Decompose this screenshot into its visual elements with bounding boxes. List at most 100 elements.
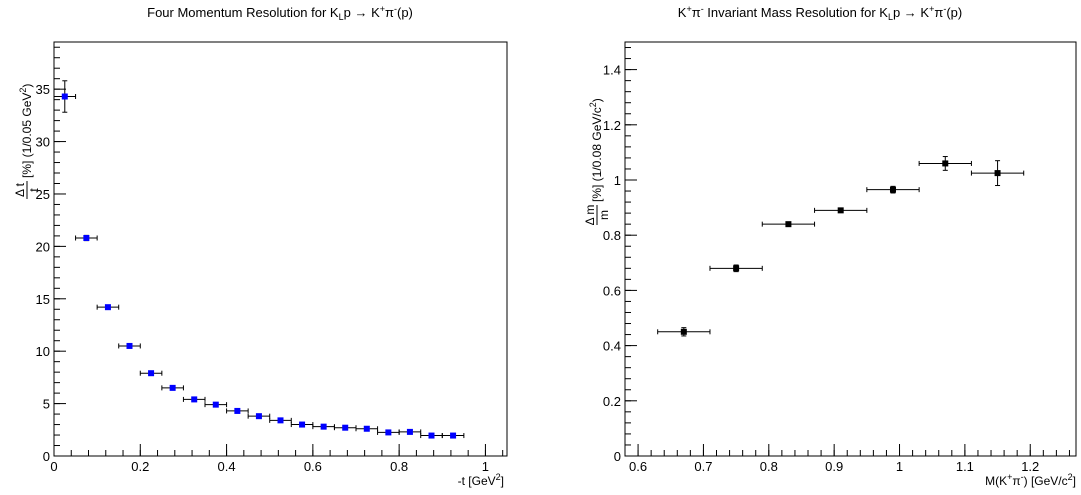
- data-marker: [428, 432, 435, 439]
- y-axis-ticks: 0 5 10 15 20 25 30 35: [36, 46, 66, 464]
- data-marker: [994, 170, 1001, 177]
- x-tick-label: 1: [896, 459, 903, 474]
- y-tick-label: 0: [43, 449, 50, 464]
- data-point: [970, 160, 1025, 187]
- data-marker: [942, 160, 949, 167]
- data-marker: [61, 93, 68, 100]
- data-marker: [733, 265, 740, 272]
- y-tick-label: 35: [36, 82, 50, 97]
- data-marker: [212, 401, 219, 408]
- data-point: [761, 221, 816, 228]
- data-marker: [126, 342, 133, 349]
- data-marker: [363, 425, 370, 432]
- y-tick-label: 10: [36, 344, 50, 359]
- y-tick-label: 25: [36, 187, 50, 202]
- x-tick-label: 0: [50, 459, 57, 474]
- y-tick-label: 0.4: [603, 339, 621, 354]
- data-marker: [889, 186, 896, 193]
- data-marker: [385, 429, 392, 436]
- y-label-fraction-denominator: t: [27, 188, 41, 192]
- plot-frame: [624, 41, 1077, 457]
- data-points: [657, 156, 1025, 337]
- x-tick-label: 1.2: [1021, 459, 1039, 474]
- data-marker: [450, 432, 457, 439]
- data-point: [333, 424, 357, 431]
- data-point: [441, 432, 465, 439]
- data-marker: [255, 413, 262, 420]
- x-tick-label: 0.2: [131, 459, 149, 474]
- data-marker: [104, 304, 111, 311]
- y-axis-ticks: 0 0.2 0.4 0.6 0.8 1 1.2 1.4: [603, 47, 637, 464]
- y-tick-label: 30: [36, 135, 50, 150]
- x-tick-label: 0.6: [629, 459, 647, 474]
- y-tick-label: 5: [43, 397, 50, 412]
- data-point: [709, 264, 763, 273]
- y-label-text: [%] (1/0.08 GeV/c2): [588, 98, 604, 202]
- data-marker: [148, 370, 155, 377]
- data-point: [290, 421, 314, 428]
- data-marker: [342, 424, 349, 431]
- data-point: [398, 428, 422, 435]
- y-tick-label: 0: [614, 449, 621, 464]
- chart-title: Four Momentum Resolution for KLp → K+π-(…: [147, 4, 413, 22]
- x-tick-label: 0.9: [825, 459, 843, 474]
- x-tick-label: 0.7: [694, 459, 712, 474]
- data-point: [53, 80, 77, 113]
- data-point: [139, 370, 163, 377]
- data-marker: [320, 423, 327, 430]
- y-tick-label: 1: [614, 173, 621, 188]
- y-tick-label: 20: [36, 239, 50, 254]
- data-point: [420, 432, 443, 439]
- x-tick-label: 1: [482, 459, 489, 474]
- data-marker: [785, 221, 792, 228]
- data-marker: [191, 396, 198, 403]
- x-tick-label: 1.1: [956, 459, 974, 474]
- y-tick-label: 0.6: [603, 283, 621, 298]
- y-tick-label: 0.2: [603, 394, 621, 409]
- data-points: [53, 80, 465, 439]
- mass-resolution-chart: K+π- Invariant Mass Resolution for KLp →…: [583, 4, 1077, 488]
- y-label-fraction-denominator: m: [597, 210, 611, 220]
- data-point: [226, 407, 249, 414]
- x-tick-label: 0.8: [390, 459, 408, 474]
- data-marker: [299, 421, 306, 428]
- x-axis-label: -t [GeV2]: [458, 472, 504, 488]
- y-label-fraction-numerator: Δ t: [13, 182, 27, 197]
- chart-title: K+π- Invariant Mass Resolution for KLp →…: [678, 4, 962, 22]
- data-marker: [277, 417, 284, 424]
- data-point: [355, 425, 379, 432]
- data-point: [182, 396, 206, 403]
- y-label-text: [%] (1/0.05 GeV2): [18, 84, 34, 178]
- data-point: [377, 429, 400, 436]
- y-tick-label: 0.8: [603, 228, 621, 243]
- data-marker: [406, 428, 413, 435]
- plot-frame: [53, 41, 508, 457]
- data-marker: [83, 234, 90, 241]
- x-tick-label: 0.4: [218, 459, 236, 474]
- data-point: [96, 304, 120, 311]
- data-marker: [169, 384, 176, 391]
- data-point: [247, 413, 271, 420]
- x-axis-label: M(K+π-) [GeV/c2]: [985, 472, 1076, 488]
- data-point: [161, 384, 184, 391]
- x-tick-label: 0.6: [304, 459, 322, 474]
- data-point: [312, 423, 335, 430]
- data-point: [75, 234, 98, 242]
- data-point: [866, 185, 920, 194]
- y-tick-label: 15: [36, 292, 50, 307]
- y-axis-label: Δ m m [%] (1/0.08 GeV/c2): [583, 98, 611, 225]
- data-marker: [680, 328, 687, 335]
- y-axis-label: Δ t t [%] (1/0.05 GeV2): [13, 84, 41, 199]
- x-tick-label: 0.8: [760, 459, 778, 474]
- y-tick-label: 1.2: [603, 118, 621, 133]
- data-point: [204, 401, 228, 408]
- x-axis-ticks: 0.6 0.7 0.8 0.9 1 1.1 1.2: [624, 444, 1070, 474]
- data-point: [269, 417, 292, 424]
- momentum-resolution-chart: Four Momentum Resolution for KLp → K+π-(…: [13, 4, 508, 488]
- data-marker: [837, 207, 844, 214]
- data-point: [657, 327, 711, 337]
- data-point: [814, 207, 868, 214]
- data-marker: [234, 407, 241, 414]
- y-label-fraction-numerator: Δ m: [583, 205, 597, 226]
